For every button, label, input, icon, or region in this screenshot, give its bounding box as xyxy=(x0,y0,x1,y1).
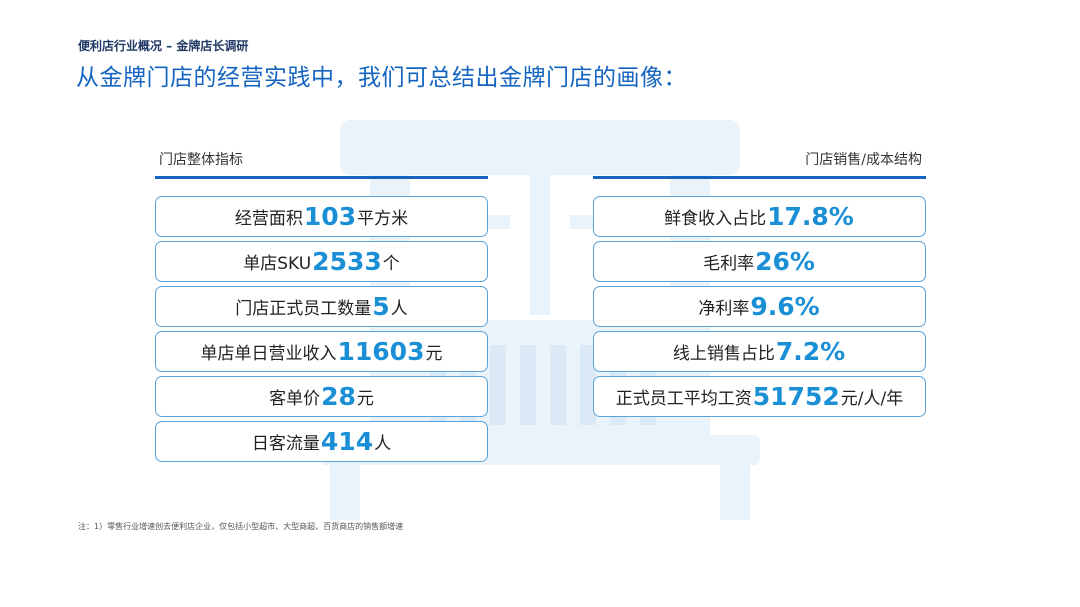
metric-value: 11603 xyxy=(337,337,425,366)
metric-card-daily-revenue: 单店单日营业收入 11603 元 xyxy=(155,331,488,372)
right-panel-heading: 门店销售/成本结构 xyxy=(805,152,922,168)
metric-label: 毛利率 xyxy=(703,254,755,274)
metric-card-staff: 门店正式员工数量 5 人 xyxy=(155,286,488,327)
metric-card-sku: 单店SKU 2533 个 xyxy=(155,241,488,282)
metric-unit: 平方米 xyxy=(357,209,409,229)
metric-value: 9.6% xyxy=(750,292,820,321)
metric-unit: 人 xyxy=(374,434,392,454)
metric-label: 鲜食收入占比 xyxy=(664,209,767,229)
metric-value: 2533 xyxy=(312,247,382,276)
metric-card-gross-margin: 毛利率 26% xyxy=(593,241,926,282)
left-panel-heading: 门店整体指标 xyxy=(159,152,243,168)
left-divider xyxy=(155,176,488,179)
metric-unit: 元/人/年 xyxy=(840,389,904,409)
right-divider xyxy=(593,176,926,179)
metric-value: 7.2% xyxy=(775,337,846,366)
metric-label: 线上销售占比 xyxy=(672,344,775,364)
right-panel: 门店销售/成本结构 鲜食收入占比 17.8% 毛利率 26% 净利率 9.6% 线上销… xyxy=(593,150,926,421)
metric-card-area: 经营面积 103 平方米 xyxy=(155,196,488,237)
metric-label: 单店SKU xyxy=(243,254,312,274)
metric-value: 103 xyxy=(303,202,357,231)
metric-label: 经营面积 xyxy=(234,209,303,229)
metric-label: 正式员工平均工资 xyxy=(615,389,752,409)
metric-label: 门店正式员工数量 xyxy=(235,299,372,319)
page-title: 从金牌门店的经营实践中，我们可总结出金牌门店的画像： xyxy=(76,65,687,91)
metric-value: 26% xyxy=(755,247,815,276)
section-topic: 便利店行业概况 – 金牌店长调研 xyxy=(78,39,249,53)
metric-value: 28 xyxy=(321,382,356,411)
metric-card-traffic: 日客流量 414 人 xyxy=(155,421,488,462)
metric-card-fresh-food: 鲜食收入占比 17.8% xyxy=(593,196,926,237)
metric-label: 日客流量 xyxy=(251,434,320,454)
metric-unit: 个 xyxy=(382,254,400,274)
metric-value: 5 xyxy=(372,292,390,321)
metric-unit: 元 xyxy=(356,389,374,409)
metric-label: 净利率 xyxy=(698,299,750,319)
metric-card-ticket: 客单价 28 元 xyxy=(155,376,488,417)
metric-value: 414 xyxy=(320,427,374,456)
footnote: 注：1）零售行业增速创去便利店企业，仅包括小型超市、大型商超、百货商店的销售额增… xyxy=(78,522,404,531)
left-panel: 门店整体指标 经营面积 103 平方米 单店SKU 2533 个 门店正式员工数量 5 人 … xyxy=(155,150,488,466)
metric-label: 单店单日营业收入 xyxy=(200,344,337,364)
metric-card-net-margin: 净利率 9.6% xyxy=(593,286,926,327)
metric-value: 51752 xyxy=(752,382,840,411)
metric-value: 17.8% xyxy=(767,202,854,231)
metric-unit: 人 xyxy=(390,299,408,319)
metric-label: 客单价 xyxy=(269,389,321,409)
metric-card-online-share: 线上销售占比 7.2% xyxy=(593,331,926,372)
metric-card-salary: 正式员工平均工资 51752 元/人/年 xyxy=(593,376,926,417)
metric-unit: 元 xyxy=(425,344,443,364)
